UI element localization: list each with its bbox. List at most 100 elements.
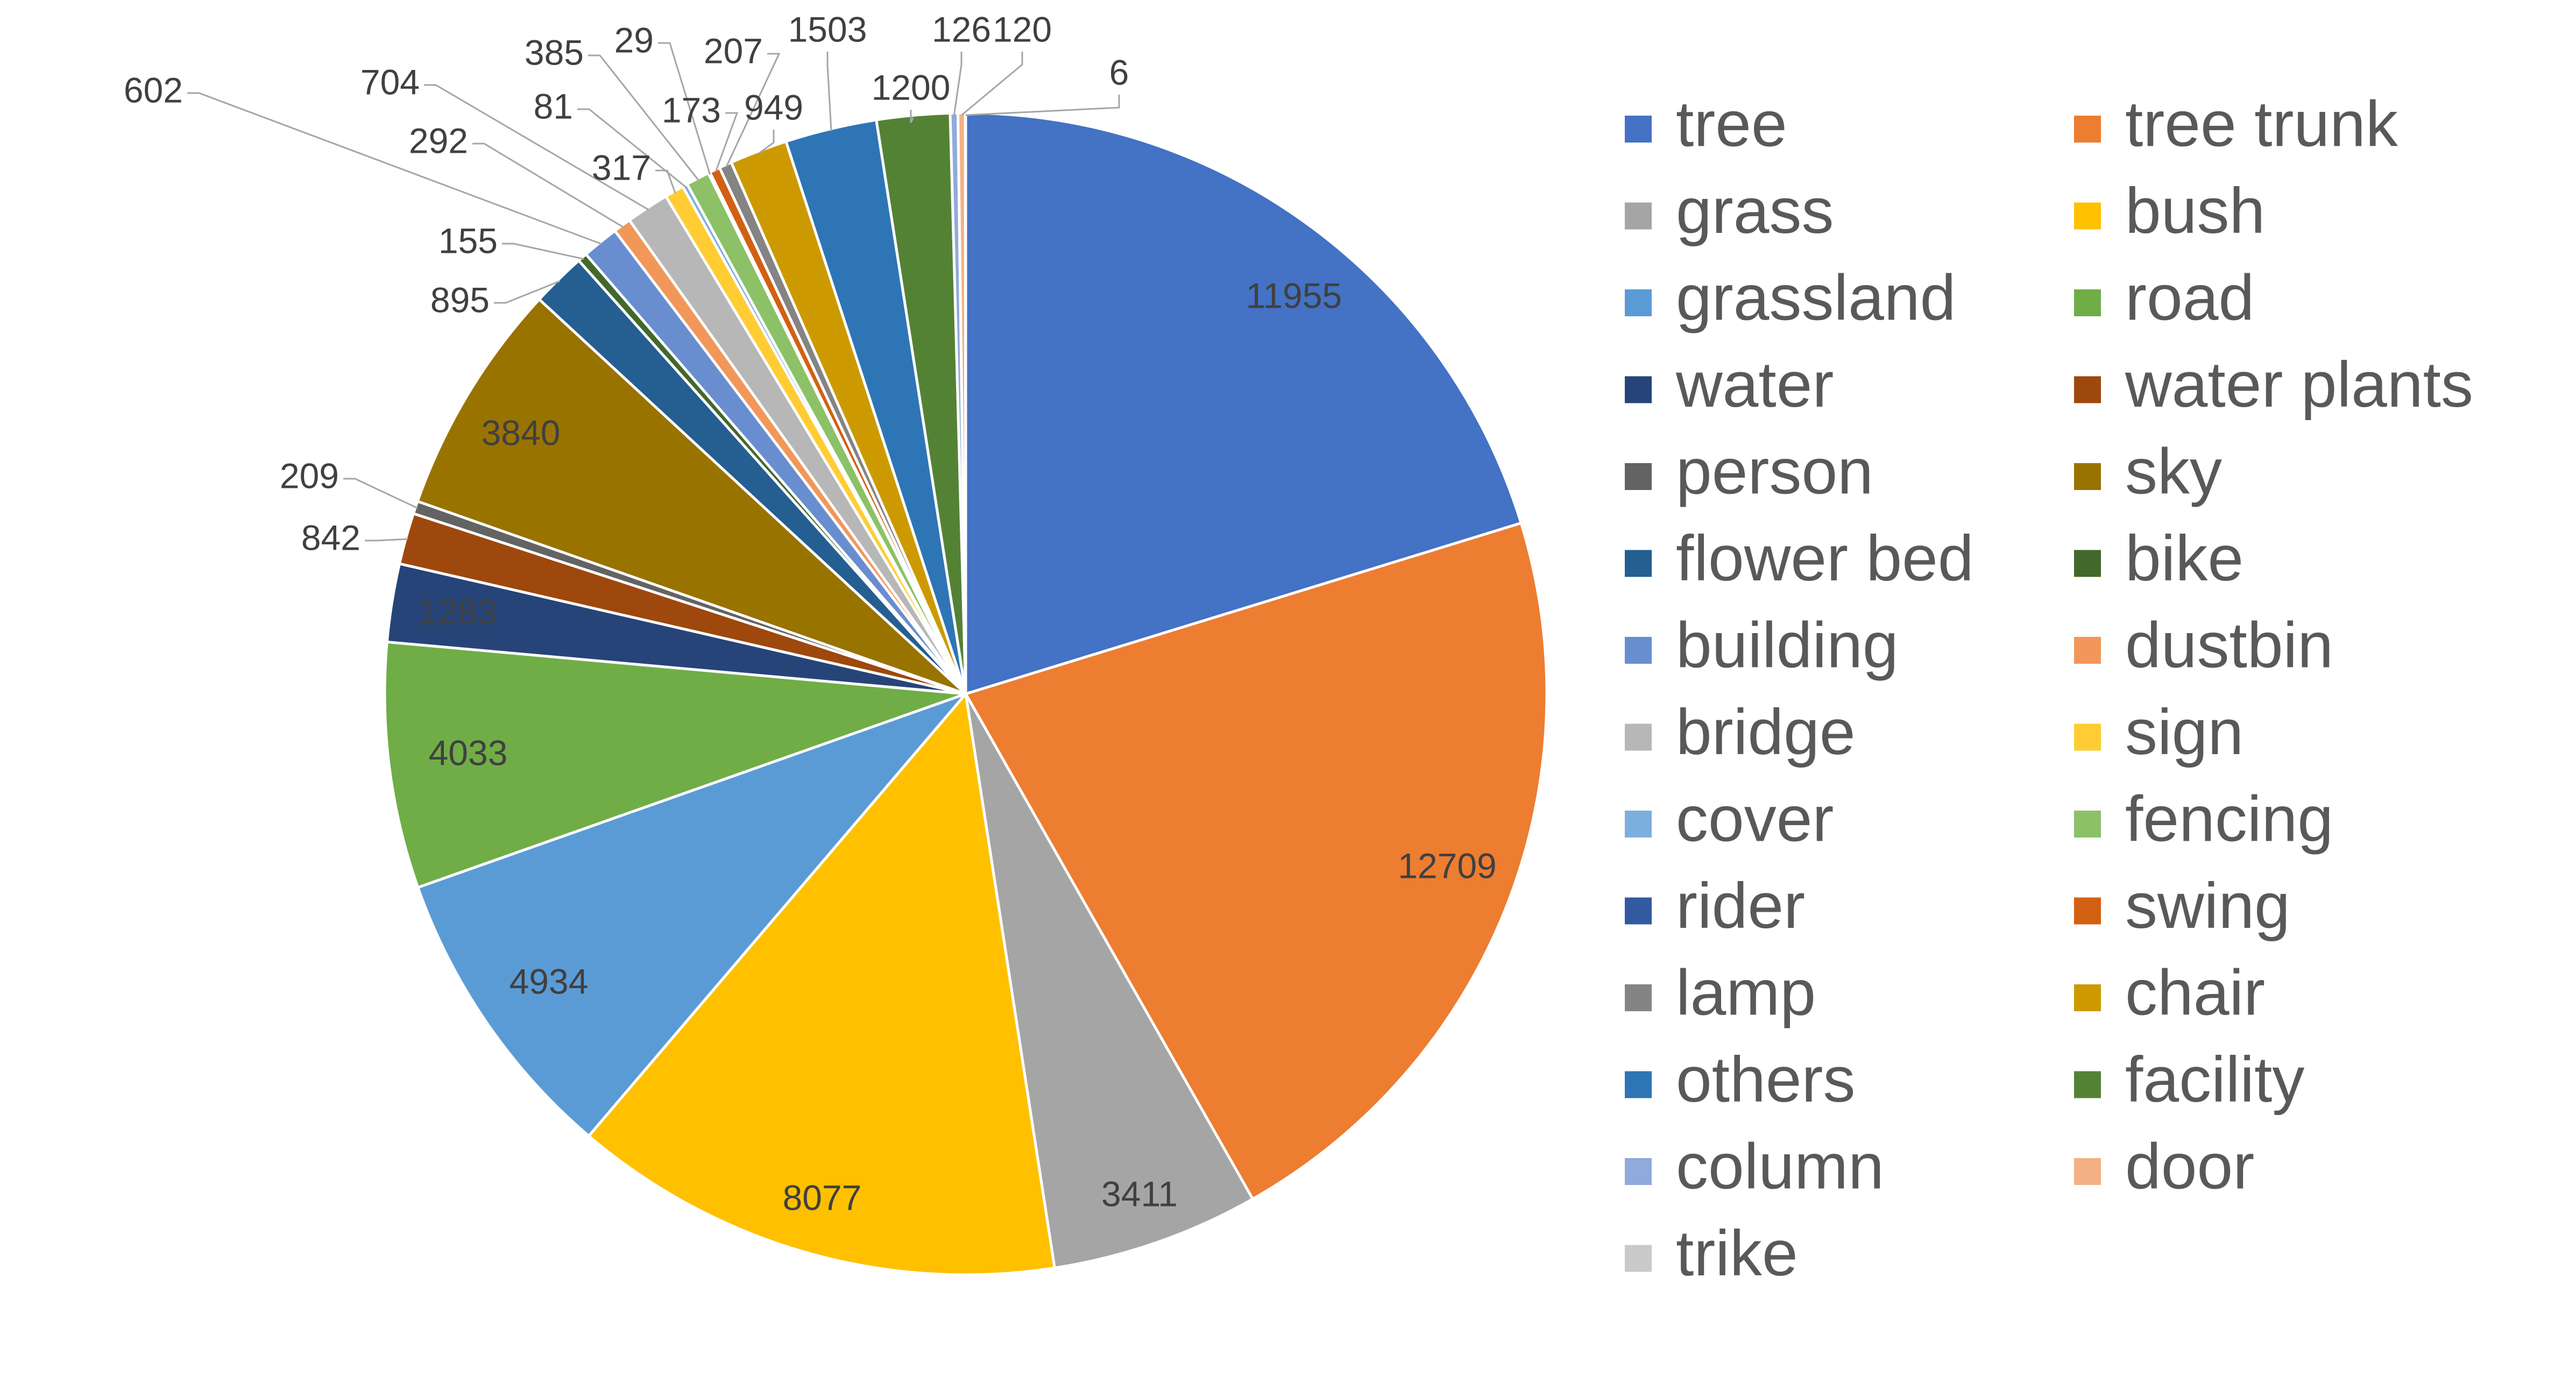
data-label-fencing: 385 [525, 32, 584, 72]
leader-line-dustbin [472, 143, 624, 228]
legend-item-tree-trunk: tree trunk [2074, 88, 2398, 160]
legend-swatch [1625, 723, 1652, 751]
legend-swatch [2074, 1158, 2101, 1185]
leader-line-trike [965, 95, 1120, 116]
legend-label: tree trunk [2125, 88, 2398, 160]
legend-label: others [1676, 1044, 1856, 1116]
legend: tree tree trunk grass bush grassland road wate… [1625, 88, 2473, 1289]
pie-slice-grass [964, 693, 1255, 1270]
legend-label: tree [1676, 88, 1787, 160]
legend-item-grassland: grassland [1625, 262, 1956, 334]
legend-label: column [1676, 1131, 1884, 1203]
legend-item-flower-bed: flower bed [1625, 522, 1974, 594]
legend-swatch [2074, 1071, 2101, 1098]
legend-label: chair [2125, 957, 2265, 1029]
legend-item-sky: sky [2074, 436, 2222, 508]
legend-item-facility: facility [2074, 1044, 2304, 1116]
legend-swatch [1625, 984, 1652, 1011]
legend-label: water plants [2125, 349, 2473, 421]
leader-line-person [343, 478, 418, 509]
legend-item-bike: bike [2074, 522, 2244, 594]
legend-swatch [1625, 289, 1652, 316]
legend-item-dustbin: dustbin [2074, 609, 2333, 682]
data-label-grass: 3411 [1101, 1174, 1178, 1213]
legend-label: water [1675, 349, 1834, 421]
leader-line-flower-bed [494, 280, 561, 304]
legend-item-sign: sign [2074, 696, 2244, 768]
legend-swatch [2074, 463, 2101, 490]
data-label-trike: 6 [1109, 52, 1129, 92]
legend-swatch [2074, 116, 2101, 143]
data-label-water-plants: 842 [301, 517, 360, 557]
pie-slice-road [383, 640, 966, 890]
legend-label: bridge [1676, 696, 1856, 768]
legend-label: door [2125, 1131, 2254, 1203]
legend-item-grass: grass [1625, 175, 1834, 247]
legend-swatch [1625, 202, 1652, 230]
leader-line-swing [714, 112, 739, 173]
data-label-person: 209 [280, 456, 339, 495]
legend-item-door: door [2074, 1131, 2254, 1203]
legend-swatch [1625, 376, 1652, 403]
legend-item-water: water [1625, 349, 1834, 421]
data-label-road: 4033 [429, 733, 508, 772]
legend-item-swing: swing [2074, 870, 2290, 942]
data-label-flower-bed: 895 [430, 280, 490, 320]
legend-item-trike: trike [1625, 1217, 1798, 1289]
legend-label: cover [1676, 783, 1834, 855]
legend-label: dustbin [2125, 609, 2333, 682]
legend-label: facility [2125, 1044, 2304, 1116]
pie-slice-trike [964, 111, 967, 694]
legend-item-tree: tree [1625, 88, 1787, 160]
legend-swatch [1625, 1245, 1652, 1272]
legend-label: trike [1676, 1217, 1798, 1289]
legend-label: flower bed [1676, 522, 1974, 594]
data-label-door: 120 [993, 9, 1052, 49]
leader-line-water-plants [365, 538, 408, 542]
legend-item-fencing: fencing [2074, 783, 2333, 855]
pie-slices [383, 111, 1548, 1276]
pie-slice-grassland [416, 691, 970, 1138]
leader-line-rider [658, 42, 711, 175]
legend-item-column: column [1625, 1131, 1884, 1203]
pie-slice-tree-trunk [964, 521, 1548, 1201]
data-label-bush: 8077 [783, 1177, 862, 1217]
legend-item-chair: chair [2074, 957, 2265, 1029]
leader-lines [187, 42, 1120, 542]
data-labels: 11955 12709 3411 8077 4934 4033 1283 842 209 3840… [124, 9, 1497, 1217]
legend-item-cover: cover [1625, 783, 1834, 855]
legend-label: rider [1676, 870, 1805, 942]
legend-swatch [2074, 723, 2101, 751]
legend-swatch [1625, 897, 1652, 925]
legend-swatch [2074, 637, 2101, 664]
legend-swatch [1625, 811, 1652, 838]
legend-item-person: person [1625, 436, 1873, 508]
legend-item-building: building [1625, 609, 1899, 682]
leader-line-bike [502, 243, 584, 260]
leader-line-bridge [424, 84, 649, 211]
legend-swatch [1625, 550, 1652, 577]
legend-swatch [1625, 1158, 1652, 1185]
data-label-cover: 81 [534, 86, 573, 126]
data-label-water: 1283 [418, 592, 497, 631]
leader-line-sign [655, 169, 676, 194]
data-label-dustbin: 292 [409, 120, 468, 160]
legend-swatch [2074, 289, 2101, 316]
legend-swatch [1625, 463, 1652, 490]
data-label-grassland: 4934 [509, 961, 589, 1001]
data-label-swing: 173 [662, 90, 721, 130]
data-label-building: 602 [124, 70, 183, 110]
leader-line-door [961, 52, 1023, 116]
data-label-tree-trunk: 12709 [1398, 846, 1497, 885]
legend-swatch [2074, 897, 2101, 925]
legend-swatch [2074, 202, 2101, 230]
leader-line-fencing [588, 54, 699, 181]
data-label-rider: 29 [614, 20, 654, 60]
leader-line-lamp [725, 53, 781, 168]
legend-label: fencing [2125, 783, 2333, 855]
data-label-column: 126 [932, 9, 991, 49]
legend-swatch [2074, 984, 2101, 1011]
pie-slice-tree [964, 111, 1523, 696]
